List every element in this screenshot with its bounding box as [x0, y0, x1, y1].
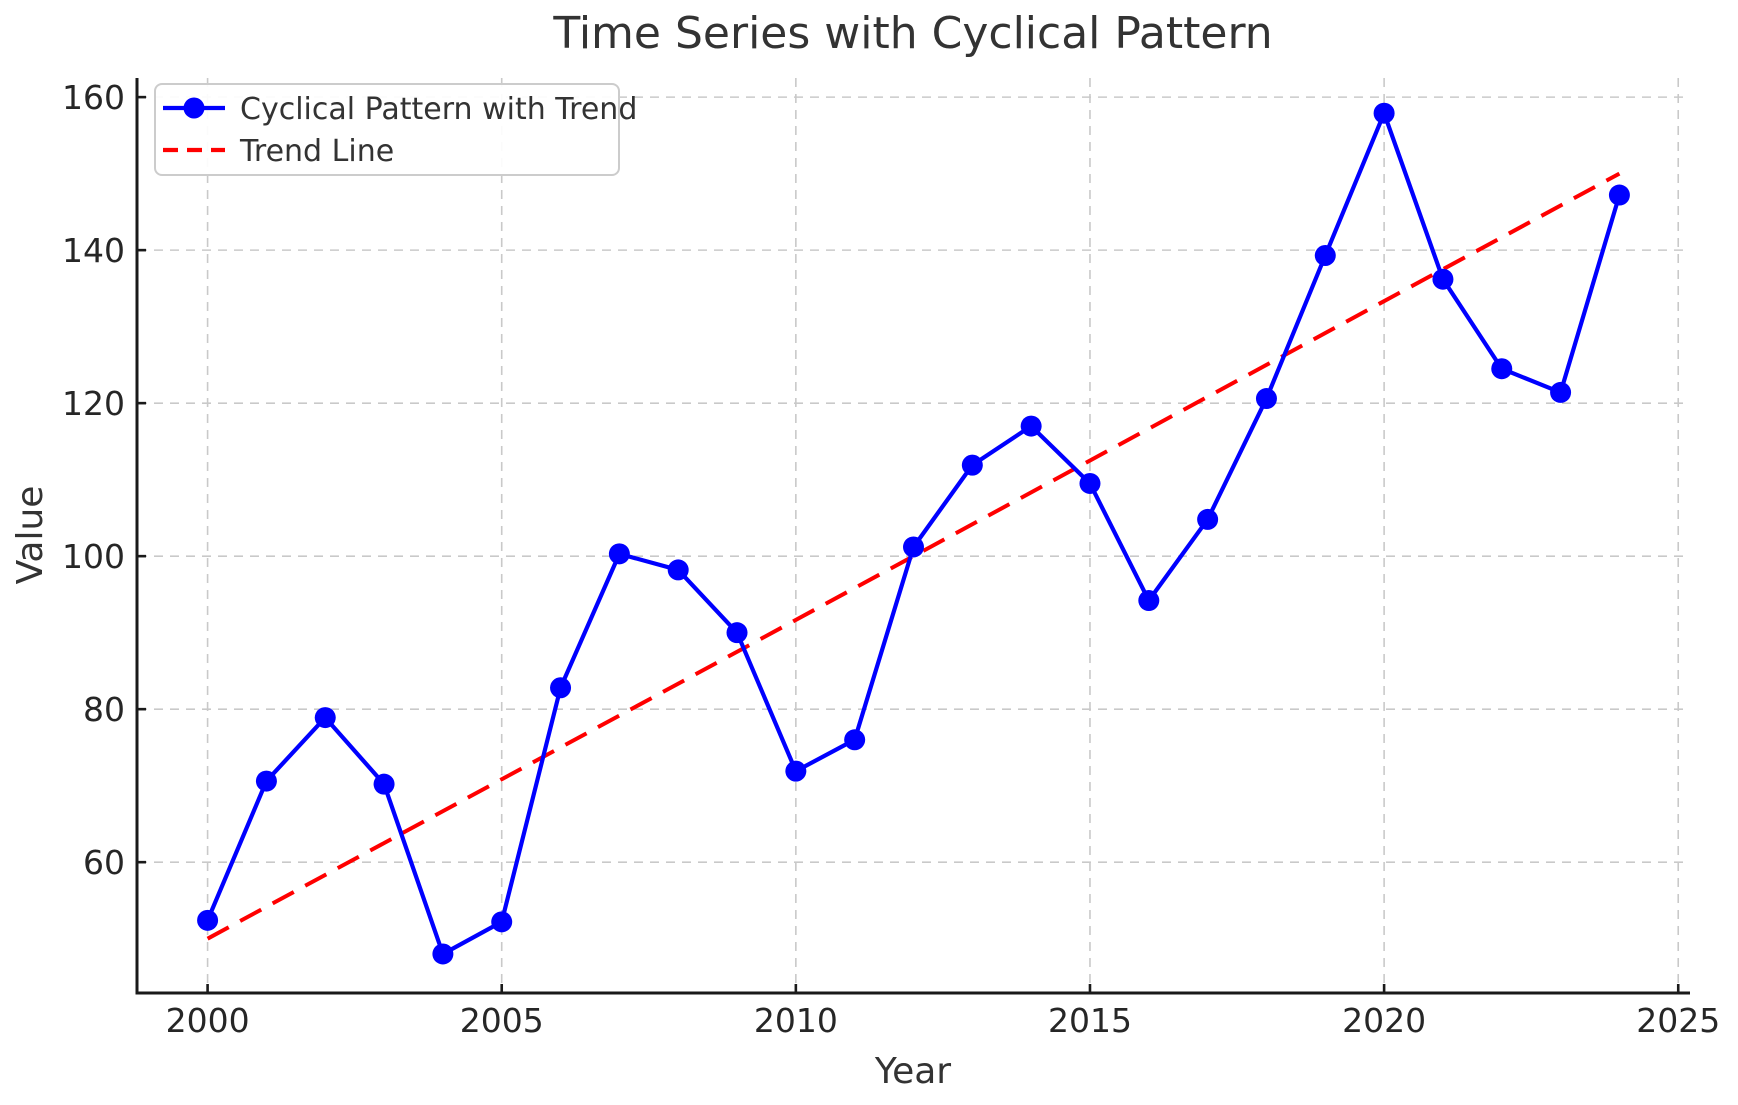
data-point-2014 [1020, 415, 1042, 437]
x-tick-label: 2005 [460, 1001, 544, 1040]
data-point-2021 [1432, 268, 1454, 290]
data-point-2017 [1197, 508, 1219, 530]
chart-title: Time Series with Cyclical Pattern [552, 8, 1272, 59]
cyclical-series [197, 102, 1630, 965]
y-tick-label: 80 [83, 690, 125, 729]
trend-line-series [206, 171, 1621, 941]
gridlines [138, 78, 1690, 992]
x-tick-label: 2020 [1342, 1001, 1426, 1040]
x-tick-label: 2025 [1636, 1001, 1720, 1040]
x-tick-label: 2000 [166, 1001, 250, 1040]
data-point-2009 [726, 622, 748, 644]
data-point-2010 [785, 760, 807, 782]
data-point-2006 [550, 677, 572, 699]
trend-line [206, 171, 1621, 941]
data-point-2003 [373, 773, 395, 795]
data-point-2007 [608, 543, 630, 565]
y-tick-label: 160 [62, 78, 125, 117]
data-point-2015 [1079, 472, 1101, 494]
legend-label-trend: Trend Line [239, 134, 394, 169]
data-point-2013 [961, 454, 983, 476]
data-point-2020 [1373, 102, 1395, 124]
x-tick-label: 2015 [1048, 1001, 1132, 1040]
data-point-2024 [1608, 184, 1630, 206]
legend-sample-cyclical-marker [183, 97, 205, 119]
data-point-2011 [844, 729, 866, 751]
cyclical-line [205, 111, 1622, 957]
legend-box [154, 83, 620, 176]
data-point-2008 [667, 559, 689, 581]
y-tick-label: 100 [62, 537, 125, 576]
data-point-2004 [432, 943, 454, 965]
tick-labels: 2000 2005 2010 2015 2020 2025 60 80 100 120 140 160 [62, 78, 1720, 1040]
data-point-2016 [1138, 590, 1160, 612]
axes-spines [135, 78, 1690, 995]
tick-marks [137, 95, 1680, 993]
data-point-2005 [491, 911, 513, 933]
data-point-2000 [197, 909, 219, 931]
data-point-2001 [255, 770, 277, 792]
data-point-2012 [903, 536, 924, 558]
data-point-2018 [1255, 388, 1277, 410]
y-axis-label: Value [10, 486, 51, 585]
data-point-2023 [1550, 381, 1572, 403]
y-tick-label: 60 [83, 843, 125, 882]
data-point-2019 [1314, 244, 1336, 266]
x-axis-label: Year [874, 1051, 951, 1092]
data-point-2002 [314, 707, 336, 729]
legend-label-cyclical: Cyclical Pattern with Trend [240, 92, 637, 127]
x-tick-label: 2010 [754, 1001, 838, 1040]
y-tick-label: 120 [62, 384, 125, 423]
legend: Cyclical Pattern with Trend Trend Line [154, 83, 637, 176]
data-point-2022 [1491, 358, 1513, 380]
y-tick-label: 140 [62, 231, 125, 270]
